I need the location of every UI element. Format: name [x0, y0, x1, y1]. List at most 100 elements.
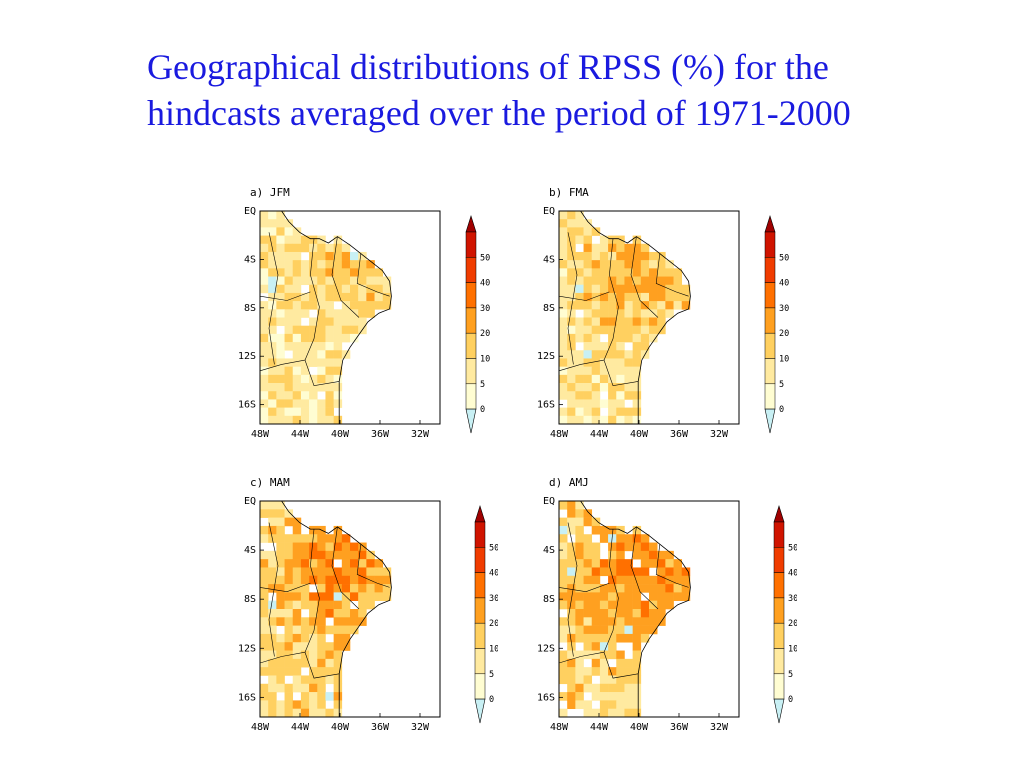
grid-cell	[292, 333, 302, 343]
grid-cell	[317, 309, 326, 318]
grid-cell	[559, 383, 568, 392]
x-tick-label: 40W	[331, 722, 350, 733]
grid-cell	[616, 683, 625, 693]
grid-cell	[292, 542, 302, 552]
x-tick-label: 48W	[550, 429, 569, 440]
grid-cell	[325, 292, 334, 302]
x-tick-label: 40W	[630, 722, 649, 733]
grid-cell	[268, 584, 277, 593]
grid-cell	[268, 276, 277, 286]
grid-cell	[632, 525, 642, 535]
state-border	[259, 651, 306, 664]
colorbar-segment	[773, 597, 785, 624]
grid-cell	[599, 325, 609, 335]
grid-cell	[599, 260, 609, 269]
grid-cell	[567, 692, 576, 701]
grid-cell	[567, 251, 576, 261]
grid-cell	[591, 650, 601, 660]
map-frame	[259, 210, 441, 425]
grid-cell	[260, 251, 269, 261]
colorbar-label: 5	[788, 670, 793, 680]
grid-cell	[284, 625, 294, 635]
grid-cell	[358, 592, 367, 601]
grid-cell	[632, 235, 642, 245]
grid-cell	[333, 235, 343, 245]
grid-cell	[640, 251, 650, 261]
grid-cell	[591, 333, 601, 343]
grid-cell	[632, 600, 642, 610]
grid-cell	[608, 407, 617, 417]
grid-cell	[624, 276, 633, 286]
grid-cell	[591, 575, 601, 585]
grid-cell	[657, 592, 666, 601]
grid-cell	[583, 625, 593, 635]
grid-cell	[309, 650, 318, 660]
grid-cell	[616, 534, 625, 543]
grid-cell	[624, 243, 633, 253]
grid-cell	[317, 374, 326, 384]
grid-cell	[317, 708, 326, 718]
grid-cell	[292, 399, 302, 408]
grid-cell	[649, 592, 658, 601]
grid-cell	[608, 268, 617, 277]
grid-cell	[325, 534, 334, 543]
grid-cell	[575, 268, 584, 277]
grid-cell	[366, 292, 375, 302]
grid-cell	[300, 276, 310, 286]
grid-cell	[333, 350, 343, 359]
grid-cell	[559, 251, 568, 261]
grid-cell	[317, 633, 326, 643]
grid-cell	[292, 534, 302, 543]
grid-cell	[284, 708, 294, 718]
grid-cell	[325, 342, 334, 351]
colorbar-label: 20	[788, 619, 797, 629]
grid-cell	[640, 325, 650, 335]
grid-cell	[616, 342, 625, 351]
grid-cell	[583, 575, 593, 585]
grid-cell	[575, 658, 584, 668]
grid-cell	[559, 625, 568, 635]
grid-cell	[632, 633, 642, 643]
grid-cell	[350, 260, 359, 269]
grid-cell	[591, 642, 601, 651]
grid-cell	[591, 358, 601, 367]
grid-cell	[575, 700, 584, 709]
grid-cell	[608, 567, 617, 577]
grid-cell	[300, 600, 310, 610]
grid-cell	[284, 407, 294, 417]
grid-cell	[624, 415, 633, 425]
grid-cell	[681, 292, 691, 302]
grid-cell	[333, 700, 343, 709]
grid-cell	[292, 391, 302, 400]
grid-cell	[260, 317, 269, 326]
grid-cell	[260, 407, 269, 417]
grid-cell	[559, 219, 568, 228]
grid-cell	[616, 675, 625, 685]
grid-cell	[300, 542, 310, 552]
grid-cell	[649, 550, 658, 560]
colorbar-segment	[465, 332, 477, 359]
grid-cell	[591, 260, 601, 269]
grid-cell	[284, 260, 294, 269]
grid-cell	[624, 700, 633, 709]
grid-cell	[559, 517, 568, 527]
colorbar-label: 0	[788, 695, 793, 705]
grid-cell	[309, 325, 318, 335]
grid-cell	[608, 584, 617, 593]
grid-cell	[317, 575, 326, 585]
grid-cell	[559, 525, 568, 535]
grid-cell	[632, 609, 642, 618]
grid-cell	[333, 243, 343, 253]
grid-cell	[325, 374, 334, 384]
grid-cell	[673, 284, 683, 294]
grid-cell	[333, 625, 343, 635]
grid-cell	[575, 667, 584, 676]
grid-cell	[649, 251, 658, 261]
grid-cell	[325, 309, 334, 318]
grid-cell	[276, 383, 285, 392]
y-tick-label: 12S	[537, 643, 555, 654]
grid-cell	[358, 609, 367, 618]
grid-cell	[665, 309, 674, 318]
grid-cell	[567, 683, 576, 693]
grid-cell	[649, 559, 658, 568]
